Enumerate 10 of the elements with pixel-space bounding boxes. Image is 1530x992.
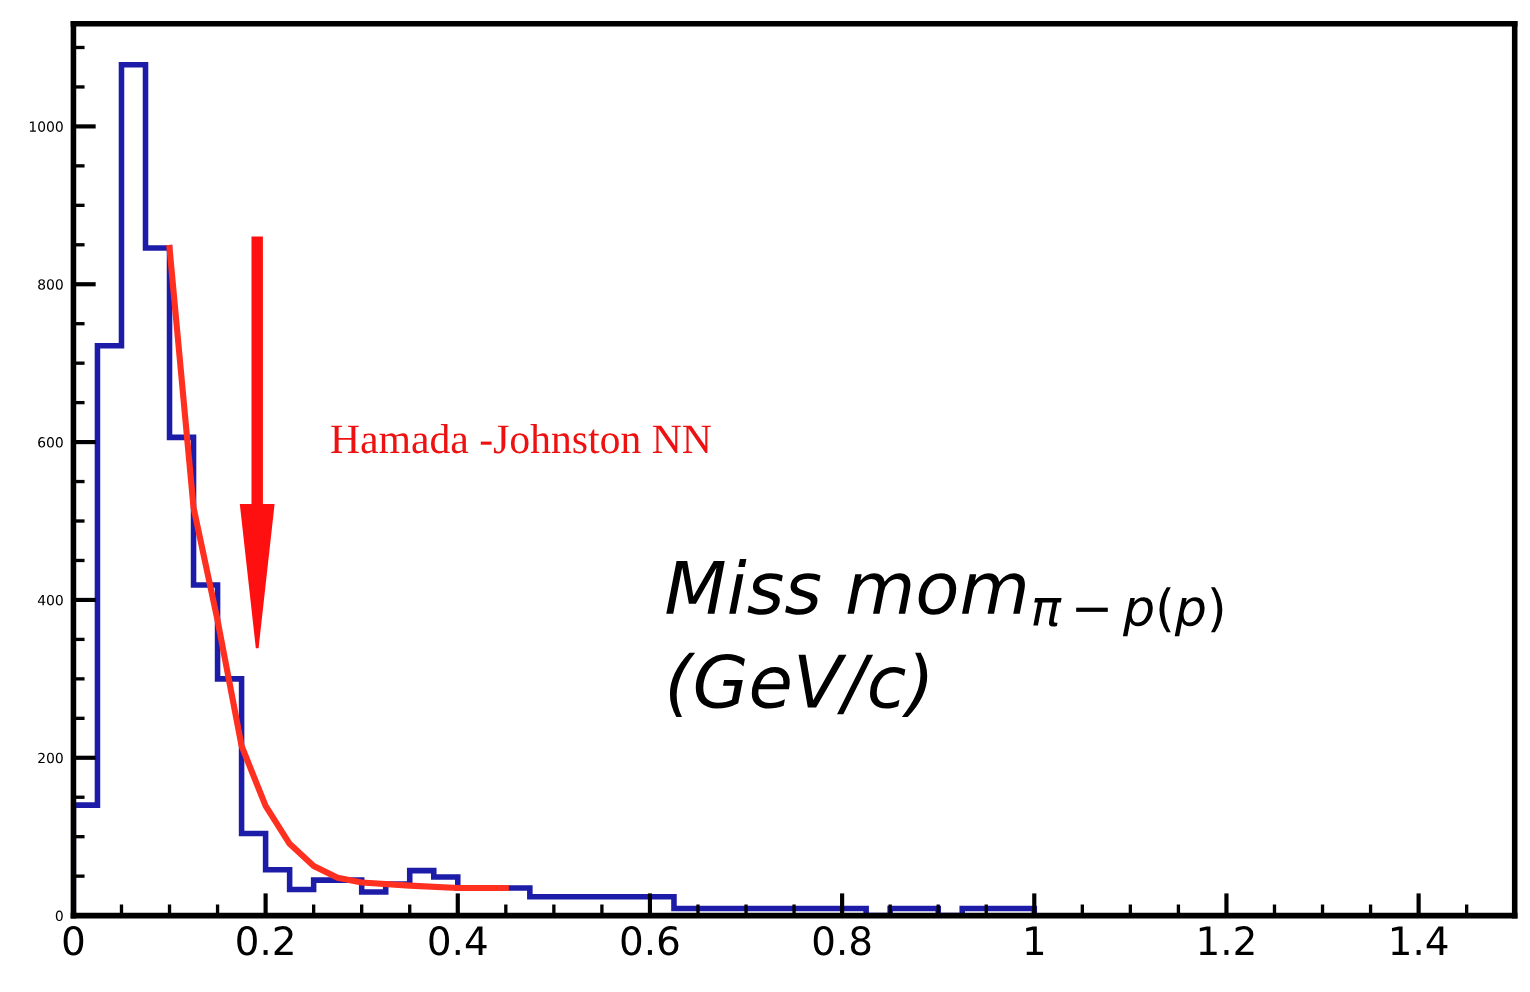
x-tick-label: 0 <box>63 926 84 956</box>
x-tick-label: 0.8 <box>813 926 871 956</box>
x-tick-label: 1 <box>1026 926 1044 955</box>
x-tick-label: 0.2 <box>237 926 293 956</box>
text: Miss mom$_{π−p(p)}$ (GeV/c) <box>666 558 1223 718</box>
x-tick-label: 1.2 <box>1199 926 1254 955</box>
annotation: Hamada -Johnston NN <box>331 424 711 454</box>
x-tick-label: 0.4 <box>429 926 487 956</box>
x-tick-label: 0.6 <box>621 926 679 956</box>
x-tick-label: 1.4 <box>1391 926 1448 955</box>
